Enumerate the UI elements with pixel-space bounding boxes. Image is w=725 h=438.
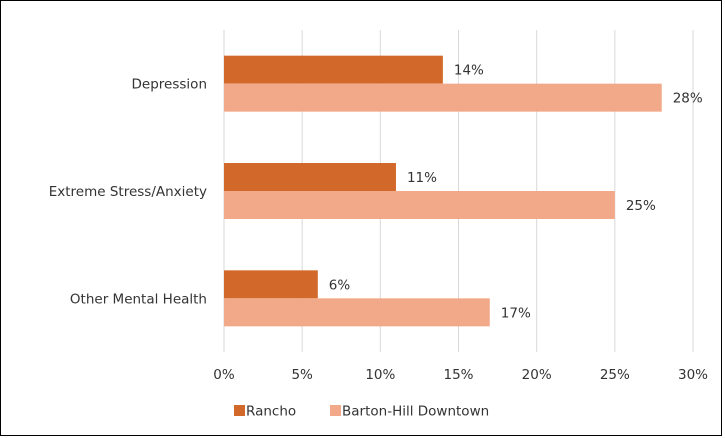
x-tick-labels: 0% 5% 10% 15% 20% 25% 30% <box>213 367 708 383</box>
bar <box>224 83 662 112</box>
data-label: 11% <box>407 170 437 186</box>
x-tick-label: 25% <box>600 367 630 383</box>
bar <box>224 163 396 191</box>
legend-label: Rancho <box>246 404 296 420</box>
bars <box>224 55 662 327</box>
x-tick-label: 15% <box>443 367 473 383</box>
bar <box>224 55 443 84</box>
x-tick-label: 30% <box>678 367 708 383</box>
data-labels: 14% 28% 11% 25% 6% 17% <box>329 63 703 322</box>
legend: Rancho Barton-Hill Downtown <box>234 404 489 420</box>
bar <box>224 298 490 327</box>
data-label: 14% <box>454 63 484 79</box>
bar <box>224 191 615 219</box>
legend-swatch <box>330 405 341 416</box>
category-label: Depression <box>132 77 207 93</box>
bar <box>224 270 318 299</box>
data-label: 28% <box>673 91 703 107</box>
category-labels: Depression Extreme Stress/Anxiety Other Me… <box>49 77 207 308</box>
category-label: Extreme Stress/Anxiety <box>49 184 207 200</box>
x-tick-label: 10% <box>365 367 395 383</box>
data-label: 25% <box>626 198 656 214</box>
legend-label: Barton-Hill Downtown <box>342 404 489 420</box>
x-tick-label: 20% <box>522 367 552 383</box>
x-tick-label: 5% <box>291 367 313 383</box>
data-label: 17% <box>501 305 531 321</box>
legend-swatch <box>234 405 245 416</box>
x-tick-label: 0% <box>213 367 235 383</box>
category-label: Other Mental Health <box>70 291 207 307</box>
data-label: 6% <box>329 277 351 293</box>
